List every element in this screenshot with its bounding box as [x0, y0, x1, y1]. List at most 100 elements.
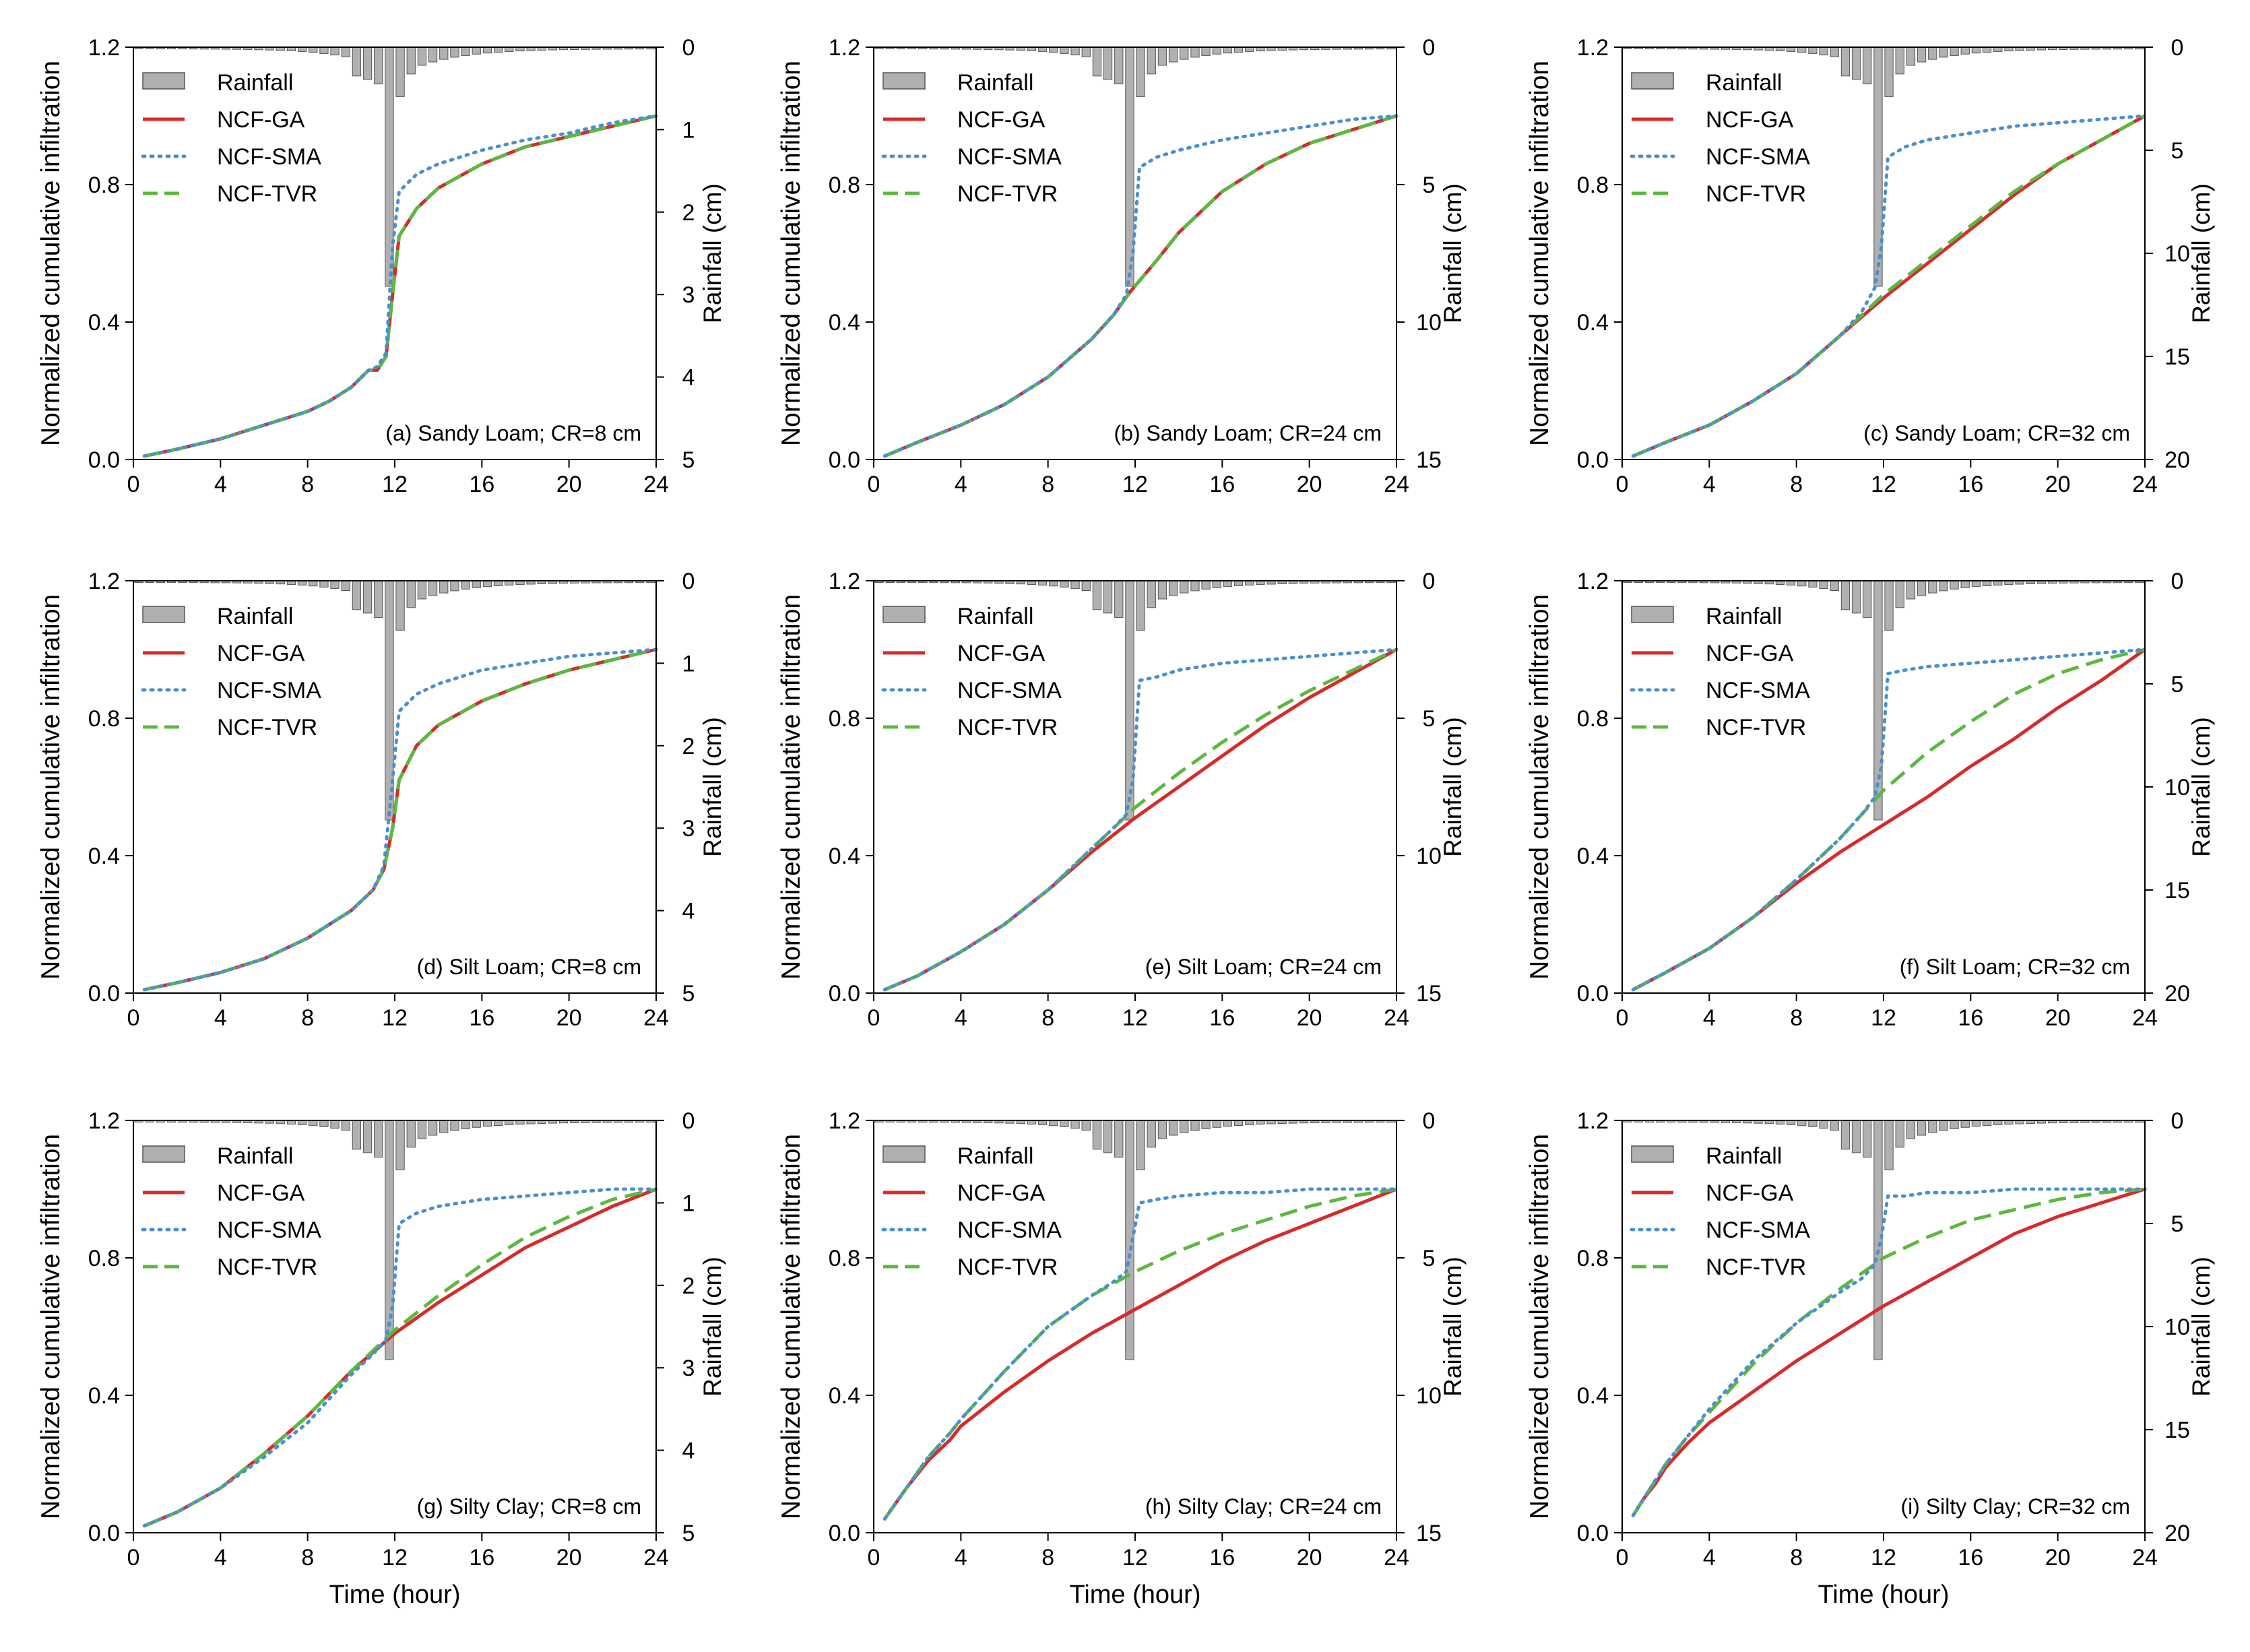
y2-axis-label: Rainfall (cm) — [699, 1257, 726, 1397]
rainfall-bar — [352, 580, 362, 610]
y-tick-label: 0.8 — [1577, 706, 1609, 732]
rainfall-bar — [309, 1120, 318, 1126]
rainfall-bar — [1830, 580, 1839, 591]
chart-panel-i: 0 4 8 12 16 20 240.00.40.81.2 05101520Normalize… — [1525, 1108, 2215, 1609]
x-tick-label: 12 — [1122, 1545, 1148, 1570]
rainfall-bar — [417, 580, 427, 600]
rainfall-bar — [1863, 46, 1872, 85]
rainfall-bar — [461, 580, 470, 590]
rainfall-bar — [1884, 1120, 1894, 1170]
rainfall-bar — [1092, 1120, 1102, 1150]
y2-tick-label: 4 — [682, 1438, 695, 1464]
legend-label-ncf-tvr: NCF-TVR — [1706, 715, 1806, 740]
legend-swatch-rainfall — [142, 72, 185, 90]
y-axis-label: Normalized cumulative infiltration — [777, 594, 806, 980]
legend-label-ncf-ga: NCF-GA — [957, 1180, 1046, 1206]
rainfall-bar — [1081, 1120, 1091, 1131]
rainfall-bar — [1060, 1120, 1069, 1127]
y-tick-label: 0.4 — [88, 844, 120, 869]
legend-label-rainfall: Rainfall — [957, 70, 1033, 96]
rainfall-bar — [1147, 580, 1156, 608]
legend: Rainfall NCF-GA NCF-SMA NCF-TVR — [1630, 70, 1810, 207]
rainfall-bar — [1180, 1120, 1189, 1133]
rainfall-bar — [439, 1120, 449, 1133]
y-tick-label: 0.0 — [1577, 447, 1609, 473]
y2-tick-label: 0 — [1423, 35, 1436, 61]
plot-frame — [1621, 46, 2146, 460]
rainfall-bar — [362, 580, 373, 614]
rainfall-bar — [1830, 46, 1839, 57]
rainfall-bar — [1928, 1120, 1937, 1133]
series-line-ncf-sma — [882, 114, 1399, 458]
rainfall-bar — [1060, 46, 1069, 54]
plot-frame — [133, 46, 657, 460]
y-tick-label: 1.2 — [88, 35, 120, 61]
plot-frame — [1621, 1120, 2146, 1533]
x-tick-label: 16 — [1958, 1545, 1983, 1570]
legend: Rainfall NCF-GA NCF-SMA NCF-TVR — [1630, 604, 1810, 740]
legend-label-ncf-ga: NCF-GA — [1706, 641, 1794, 666]
x-tick-label: 16 — [469, 1545, 494, 1570]
y-tick-label: 0.4 — [88, 310, 120, 336]
x-tick-label: 16 — [1958, 1005, 1983, 1031]
y2-tick-label: 10 — [2164, 775, 2190, 800]
y2-tick-label: 2 — [682, 1273, 695, 1299]
y-tick-label: 0.8 — [1577, 1246, 1609, 1271]
x-tick-label: 4 — [1703, 472, 1716, 497]
rainfall-bar — [1049, 580, 1058, 587]
panel-annotation: (b) Sandy Loam; CR=24 cm — [1114, 421, 1382, 445]
y2-tick-label: 1 — [682, 1190, 695, 1216]
legend: Rainfall NCF-GA NCF-SMA NCF-TVR — [881, 604, 1062, 740]
legend: Rainfall NCF-GA NCF-SMA NCF-TVR — [141, 604, 321, 740]
series-line-ncf-ga — [1632, 1187, 2146, 1517]
rainfall-bar — [1906, 580, 1916, 600]
y-tick-label: 0.8 — [829, 172, 860, 198]
rainfall-bar — [1819, 580, 1828, 590]
legend-swatch-rainfall — [882, 72, 926, 90]
legend-swatch-rainfall — [142, 1145, 185, 1163]
rainfall-bar — [1223, 46, 1233, 54]
x-tick-label: 8 — [1790, 472, 1803, 497]
rainfall-bar — [472, 1120, 481, 1128]
rainfall-bar — [374, 580, 383, 618]
x-tick-label: 4 — [955, 1545, 967, 1570]
y2-tick-label: 15 — [1416, 1521, 1442, 1546]
rainfall-bar — [450, 46, 459, 58]
legend-swatch-rainfall — [882, 606, 926, 623]
x-tick-label: 16 — [469, 1005, 494, 1031]
rainfall-bar — [1136, 46, 1145, 97]
x-tick-label: 24 — [2132, 472, 2158, 497]
rainfall-bar — [1960, 580, 1970, 588]
x-tick-label: 12 — [1122, 1005, 1148, 1031]
y-axis-label: Normalized cumulative infiltration — [1525, 594, 1554, 980]
x-tick-label: 4 — [1703, 1005, 1716, 1031]
series-line-ncf-sma — [142, 647, 658, 992]
y2-axis-label: Rainfall (cm) — [1439, 183, 1467, 323]
legend-label-ncf-sma: NCF-SMA — [217, 1217, 321, 1243]
chart-panel-f: 0 4 8 12 16 20 240.00.40.81.2 05101520Normalize… — [1525, 569, 2215, 1031]
rainfall-bar — [1819, 46, 1828, 56]
series-line-ncf-tvr — [143, 114, 657, 458]
rainfall-bar — [1147, 46, 1156, 75]
rainfall-bar — [439, 46, 449, 60]
rainfall-bar — [1190, 1120, 1200, 1131]
rainfall-bar — [1863, 580, 1872, 618]
rainfall-bar — [1840, 1120, 1851, 1150]
legend-label-rainfall: Rainfall — [217, 1143, 293, 1169]
rainfall-bar — [1168, 46, 1178, 63]
y2-tick-label: 0 — [682, 1108, 695, 1134]
x-tick-label: 0 — [1616, 1005, 1629, 1031]
legend-label-rainfall: Rainfall — [217, 70, 293, 96]
x-tick-label: 0 — [127, 472, 140, 497]
plot-frame — [873, 580, 1397, 994]
x-tick-label: 0 — [868, 1005, 880, 1031]
x-tick-label: 16 — [1209, 1545, 1235, 1570]
x-tick-label: 8 — [301, 472, 314, 497]
legend-swatch-rainfall — [1631, 72, 1674, 90]
rainfall-bar — [1939, 46, 1948, 58]
y2-tick-label: 2 — [682, 734, 695, 759]
chart-panel-g: 0 4 8 12 16 20 240.00.40.81.2 012345Normalized … — [36, 1108, 726, 1609]
rainfall-bar — [1114, 1120, 1124, 1158]
plot-frame — [1621, 580, 2146, 994]
rainfall-bar — [1081, 46, 1091, 57]
